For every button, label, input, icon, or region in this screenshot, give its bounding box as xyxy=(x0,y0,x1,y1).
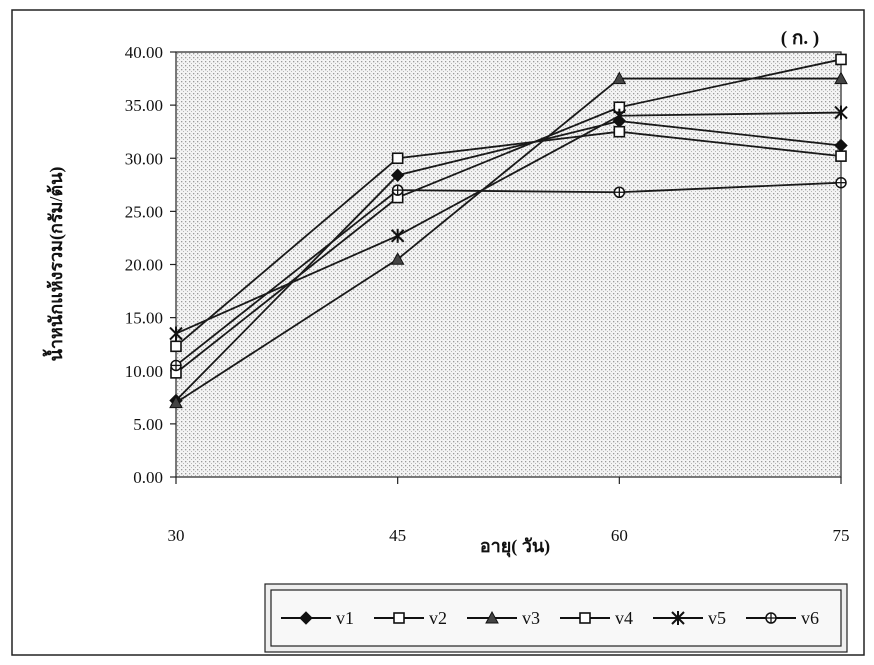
legend-label: v5 xyxy=(708,608,726,628)
legend-item-v3: v3 xyxy=(467,608,540,628)
y-tick-label: 0.00 xyxy=(133,468,163,487)
x-axis-label: อายุ( วัน) xyxy=(480,536,550,558)
data-point-v6 xyxy=(391,184,404,196)
legend-label: v6 xyxy=(801,608,819,628)
data-point-v5 xyxy=(169,326,183,341)
series-line-v1 xyxy=(175,120,842,402)
series-line-v6 xyxy=(175,181,842,367)
data-point-v1 xyxy=(390,168,405,182)
data-point-v6 xyxy=(613,186,626,198)
data-point-v3 xyxy=(390,252,405,265)
y-tick-label: 30.00 xyxy=(125,149,163,168)
legend-marker-v1 xyxy=(299,611,313,625)
data-point-v2 xyxy=(391,152,404,165)
x-tick-label: 45 xyxy=(389,526,406,545)
y-tick-label: 10.00 xyxy=(125,362,163,381)
y-tick-label: 40.00 xyxy=(125,43,163,62)
data-point-v2 xyxy=(835,150,847,162)
plot-area xyxy=(175,51,842,478)
legend-marker-v5 xyxy=(671,611,685,625)
data-point-v3 xyxy=(612,71,627,85)
series-line-v5 xyxy=(175,111,842,335)
figure-border xyxy=(11,9,865,656)
y-tick-label: 15.00 xyxy=(125,309,163,328)
x-axis: 30 45 60 75 xyxy=(168,477,850,545)
data-point-v3 xyxy=(169,395,183,409)
data-point-v2 xyxy=(170,340,182,353)
series-line-v3 xyxy=(175,77,841,404)
x-tick-label: 30 xyxy=(168,526,185,545)
y-axis: 0.00 5.00 10.00 15.00 20.00 25.00 30.00 35.00 40… xyxy=(125,43,176,487)
panel-label: ( ก. ) xyxy=(781,28,819,49)
legend-marker-v3 xyxy=(485,610,499,624)
legend-item-v2: v2 xyxy=(374,608,447,628)
legend-item-v6: v6 xyxy=(746,608,819,628)
data-point-v3 xyxy=(834,71,848,85)
legend-item-v4: v4 xyxy=(560,608,633,628)
x-tick-label: 60 xyxy=(611,526,628,545)
series-line-v2 xyxy=(175,130,842,347)
legend-items: v1 v2 v3 v4 v5 v6 xyxy=(281,608,819,628)
legend-marker-v6 xyxy=(765,612,777,624)
legend-label: v3 xyxy=(522,608,540,628)
data-point-v6 xyxy=(835,176,847,189)
legend-item-v1: v1 xyxy=(281,608,354,628)
x-tick-label: 75 xyxy=(833,526,850,545)
data-point-v2 xyxy=(613,125,626,138)
y-tick-label: 25.00 xyxy=(125,202,163,221)
legend-label: v1 xyxy=(336,608,354,628)
data-point-v6 xyxy=(170,359,182,372)
legend-item-v5: v5 xyxy=(653,608,726,628)
legend-marker-v4 xyxy=(579,612,591,624)
data-point-v4 xyxy=(835,53,847,66)
y-tick-label: 5.00 xyxy=(133,415,163,434)
data-point-v5 xyxy=(612,108,627,123)
data-point-v5 xyxy=(390,228,405,243)
y-tick-label: 20.00 xyxy=(125,256,163,275)
y-tick-label: 35.00 xyxy=(125,96,163,115)
series-layer xyxy=(169,53,848,409)
legend-label: v2 xyxy=(429,608,447,628)
legend-label: v4 xyxy=(615,608,633,628)
legend-marker-v2 xyxy=(393,612,405,624)
y-axis-label: น้ำหนักแห้งรวม(กรัม/ต้น) xyxy=(42,167,67,362)
data-point-v5 xyxy=(834,105,848,120)
